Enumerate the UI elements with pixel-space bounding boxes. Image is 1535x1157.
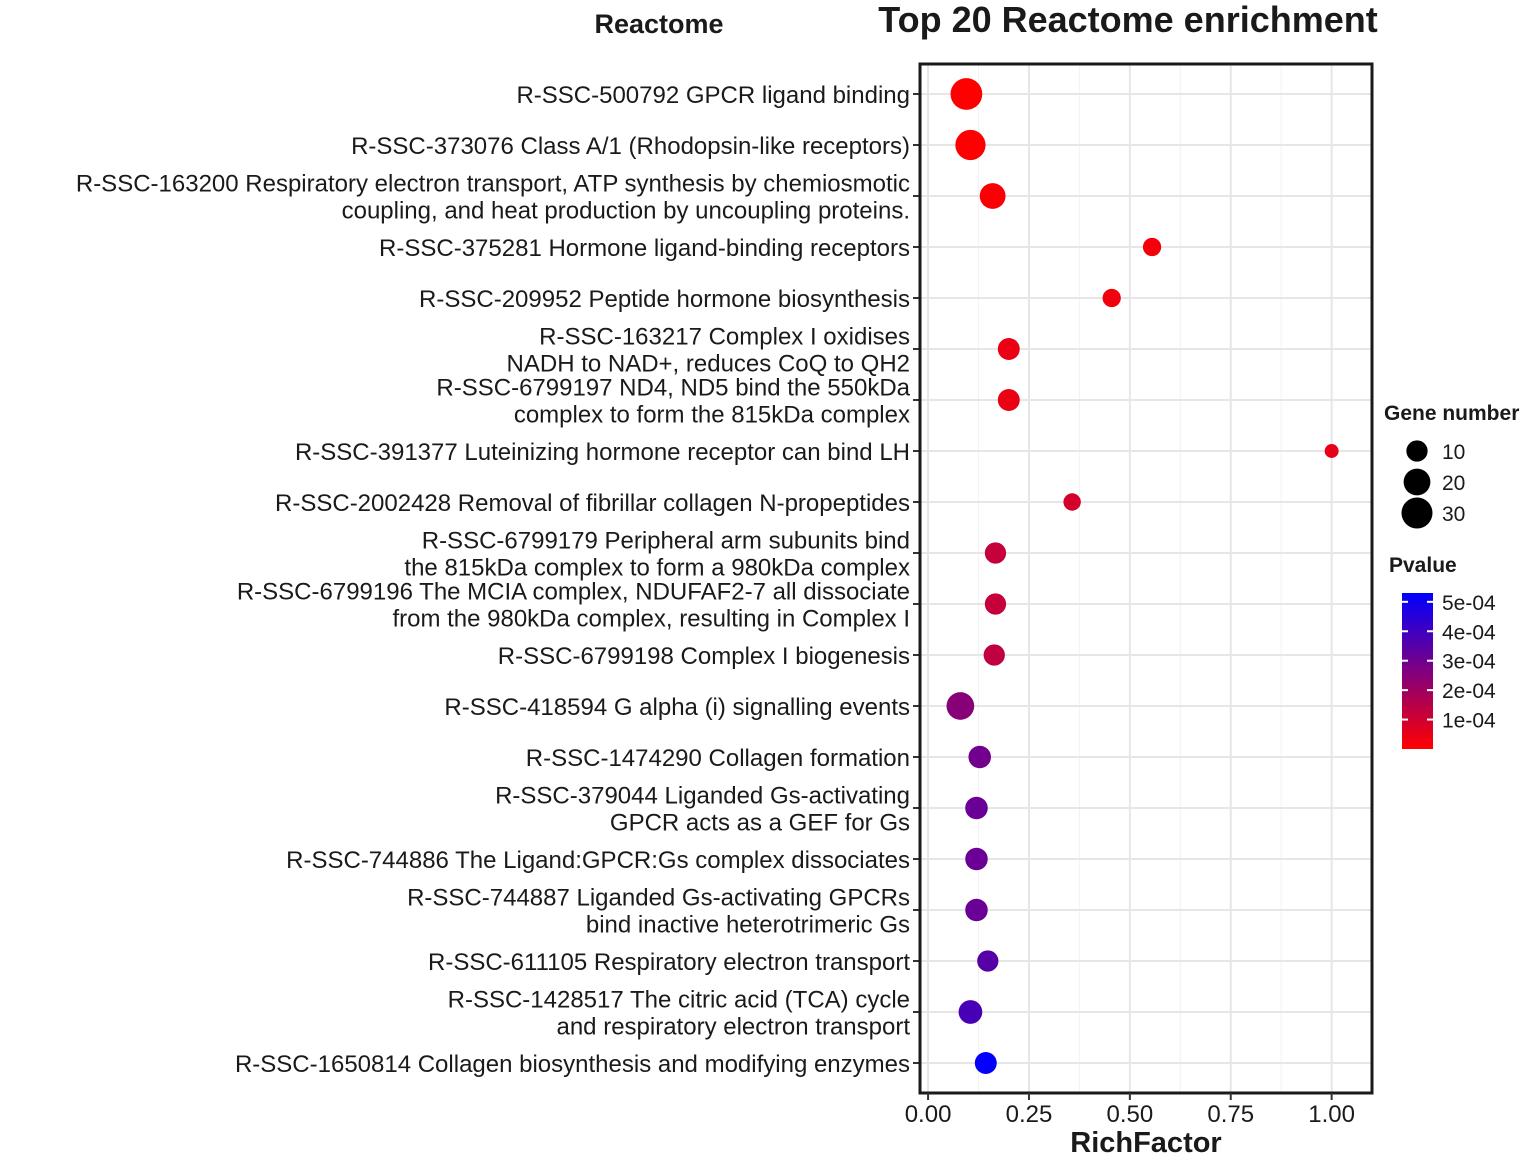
y-tick-label: GPCR acts as a GEF for Gs — [610, 810, 910, 837]
plot-border — [918, 62, 1374, 1095]
y-tick-label: R-SSC-163217 Complex I oxidises — [539, 324, 910, 351]
data-point — [984, 593, 1007, 615]
y-tick-label: R-SSC-1428517 The citric acid (TCA) cycl… — [448, 987, 910, 1014]
data-point — [979, 183, 1006, 209]
color-legend-title: Pvalue — [1389, 554, 1457, 577]
y-tick-label: R-SSC-418594 G alpha (i) signalling even… — [444, 694, 910, 721]
y-tick-label: R-SSC-744886 The Ligand:GPCR:Gs complex … — [286, 847, 910, 874]
y-tick-label: R-SSC-163200 Respiratory electron transp… — [76, 171, 910, 198]
data-point — [974, 1052, 997, 1074]
plot-background — [920, 64, 1372, 1093]
y-tick-label: R-SSC-391377 Luteinizing hormone recepto… — [295, 439, 910, 466]
y-tick-label: complex to form the 815kDa complex — [514, 402, 910, 429]
color-legend-label: 3e-04 — [1442, 651, 1496, 674]
size-legend: Gene number 10 20 30 — [1384, 402, 1519, 529]
color-legend-label: 4e-04 — [1442, 621, 1496, 644]
data-point — [955, 129, 986, 161]
data-point — [997, 338, 1020, 360]
data-point — [946, 692, 975, 720]
y-tick-label: NADH to NAD+, reduces CoQ to QH2 — [507, 351, 910, 378]
y-tick-label: R-SSC-2002428 Removal of fibrillar colla… — [275, 490, 910, 517]
data-point — [1142, 237, 1162, 257]
color-legend-label: 2e-04 — [1442, 680, 1496, 703]
data-point — [950, 78, 983, 110]
data-point — [965, 898, 988, 922]
color-legend-label: 1e-04 — [1442, 710, 1496, 733]
data-point — [997, 389, 1020, 411]
y-tick-label: R-SSC-1650814 Collagen biosynthesis and … — [235, 1051, 910, 1078]
x-tick-label: 0.00 — [905, 1101, 952, 1128]
y-tick-label: R-SSC-500792 GPCR ligand binding — [516, 82, 910, 109]
data-point — [965, 796, 988, 820]
color-legend-label: 5e-04 — [1442, 592, 1496, 615]
y-tick-label: R-SSC-6799197 ND4, ND5 bind the 550kDa — [436, 375, 910, 402]
x-tick-label: 0.75 — [1207, 1101, 1254, 1128]
x-axis-title: RichFactor — [1070, 1127, 1221, 1157]
color-legend-bar — [1402, 593, 1433, 749]
y-tick-label: R-SSC-375281 Hormone ligand-binding rece… — [379, 235, 910, 262]
data-point — [1102, 288, 1121, 308]
data-point — [984, 542, 1007, 564]
data-point — [977, 950, 999, 972]
data-point — [968, 745, 992, 769]
y-tick-label: from the 980kDa complex, resulting in Co… — [392, 606, 910, 633]
y-tick-label: bind inactive heterotrimeric Gs — [586, 912, 910, 939]
chart-title: Top 20 Reactome enrichment — [878, 0, 1377, 40]
size-legend-title: Gene number — [1384, 402, 1519, 425]
panel-label: Reactome — [594, 9, 723, 39]
y-tick-label: R-SSC-611105 Respiratory electron transp… — [428, 949, 910, 976]
y-axis-labels: R-SSC-500792 GPCR ligand binding R-SSC-37… — [76, 82, 911, 1078]
y-tick-label: R-SSC-1474290 Collagen formation — [526, 745, 910, 772]
y-tick-label: R-SSC-744887 Liganded Gs-activating GPCR… — [407, 885, 910, 912]
data-point — [1063, 493, 1081, 511]
data-points — [946, 78, 1339, 1074]
data-point — [1324, 444, 1339, 458]
data-point — [965, 847, 988, 871]
y-tick-label: the 815kDa complex to form a 980kDa comp… — [404, 555, 910, 582]
size-legend-label: 10 — [1442, 441, 1465, 464]
x-tick-label: 1.00 — [1308, 1101, 1355, 1128]
size-legend-dot — [1406, 440, 1428, 462]
y-tick-label: and respiratory electron transport — [556, 1014, 910, 1041]
y-tick-label: coupling, and heat production by uncoupl… — [342, 198, 910, 225]
x-tick-label: 0.50 — [1106, 1101, 1153, 1128]
y-tick-label: R-SSC-6799179 Peripheral arm subunits bi… — [422, 528, 910, 555]
y-tick-label: R-SSC-209952 Peptide hormone biosynthesi… — [419, 286, 910, 313]
x-tick-label: 0.25 — [1006, 1101, 1053, 1128]
y-tick-label: R-SSC-6799196 The MCIA complex, NDUFAF2-… — [237, 579, 910, 606]
x-axis: 0.00 0.25 0.50 0.75 1.00 — [905, 1093, 1355, 1128]
y-tick-label: R-SSC-373076 Class A/1 (Rhodopsin-like r… — [351, 133, 910, 160]
size-legend-label: 30 — [1442, 503, 1465, 526]
size-legend-dot — [1401, 497, 1433, 529]
data-point — [983, 644, 1005, 666]
y-tick-label: R-SSC-6799198 Complex I biogenesis — [498, 643, 910, 670]
y-tick-label: R-SSC-379044 Liganded Gs-activating — [495, 783, 910, 810]
data-point — [958, 1000, 983, 1024]
color-legend: Pvalue 5e-04 4e-04 3e-04 2e-04 1e-04 — [1389, 554, 1496, 749]
size-legend-dot — [1403, 468, 1431, 496]
size-legend-label: 20 — [1442, 472, 1465, 495]
